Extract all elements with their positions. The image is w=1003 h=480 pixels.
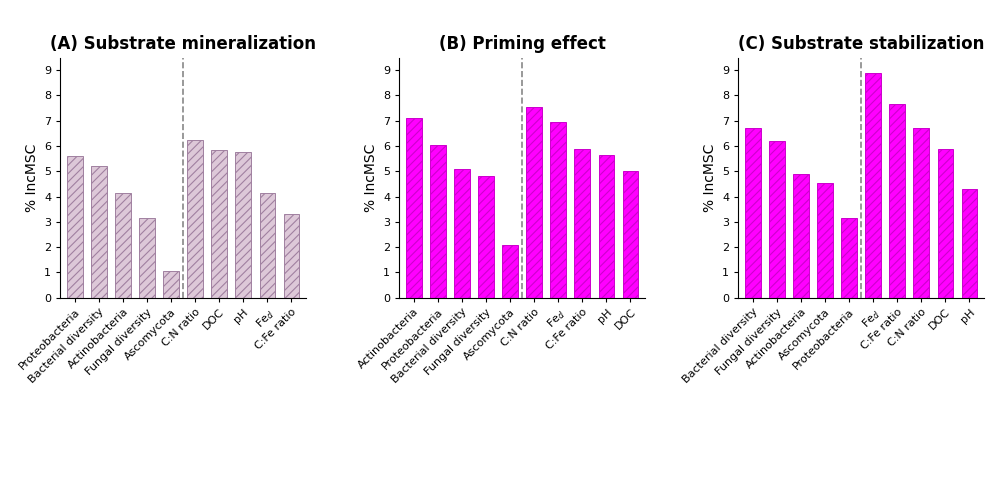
Bar [91,166,106,298]
Bar [768,141,783,298]
Bar [889,104,904,298]
Bar [453,169,469,298]
Bar [405,118,421,298]
Y-axis label: % IncMSC: % IncMSC [363,144,377,212]
Title: (C) Substrate stabilization: (C) Substrate stabilization [737,35,983,53]
Bar [236,152,251,298]
Bar [937,148,952,298]
Bar [841,218,856,298]
Bar [115,193,130,298]
Bar [792,174,807,298]
Bar [429,145,445,298]
Title: (B) Priming effect: (B) Priming effect [438,35,605,53]
Bar [816,183,831,298]
Y-axis label: % IncMSC: % IncMSC [24,144,38,212]
Title: (A) Substrate mineralization: (A) Substrate mineralization [50,35,316,53]
Bar [598,155,614,298]
Bar [526,107,542,298]
Bar [163,271,179,298]
Bar [139,218,154,298]
Bar [865,73,880,298]
Bar [477,176,493,298]
Bar [260,193,275,298]
Y-axis label: % IncMSC: % IncMSC [702,144,716,212]
Bar [212,150,227,298]
Bar [574,148,590,298]
Bar [622,171,638,298]
Bar [744,128,760,298]
Bar [188,140,203,298]
Bar [67,156,82,298]
Bar [550,122,566,298]
Bar [502,244,518,298]
Bar [961,189,976,298]
Bar [913,128,928,298]
Bar [283,214,299,298]
